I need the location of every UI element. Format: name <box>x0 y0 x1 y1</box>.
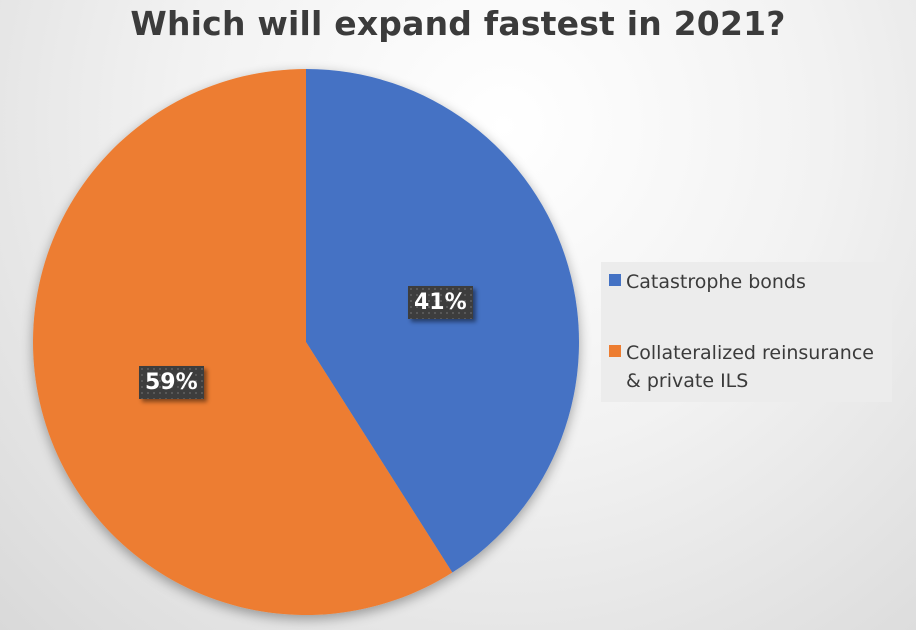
data-label-catastrophe-bonds: 41% <box>408 286 473 319</box>
pie-slice-collateralized-reinsurance <box>32 69 453 615</box>
legend-swatch-orange-icon <box>609 345 621 357</box>
data-label-collateralized-reinsurance: 59% <box>139 366 204 399</box>
legend-item-catastrophe-bonds: Catastrophe bonds <box>609 268 884 296</box>
legend-item-collateralized-reinsurance: Collateralized reinsurance & private ILS <box>609 339 884 395</box>
legend-label: Catastrophe bonds <box>626 271 806 293</box>
pie-slice-catastrophe-bonds <box>306 69 579 573</box>
chart-legend: Catastrophe bonds Collateralized reinsur… <box>601 262 892 402</box>
chart-title: Which will expand fastest in 2021? <box>130 4 786 43</box>
legend-label: Collateralized reinsurance & private ILS <box>626 342 874 392</box>
legend-swatch-blue-icon <box>609 274 621 286</box>
